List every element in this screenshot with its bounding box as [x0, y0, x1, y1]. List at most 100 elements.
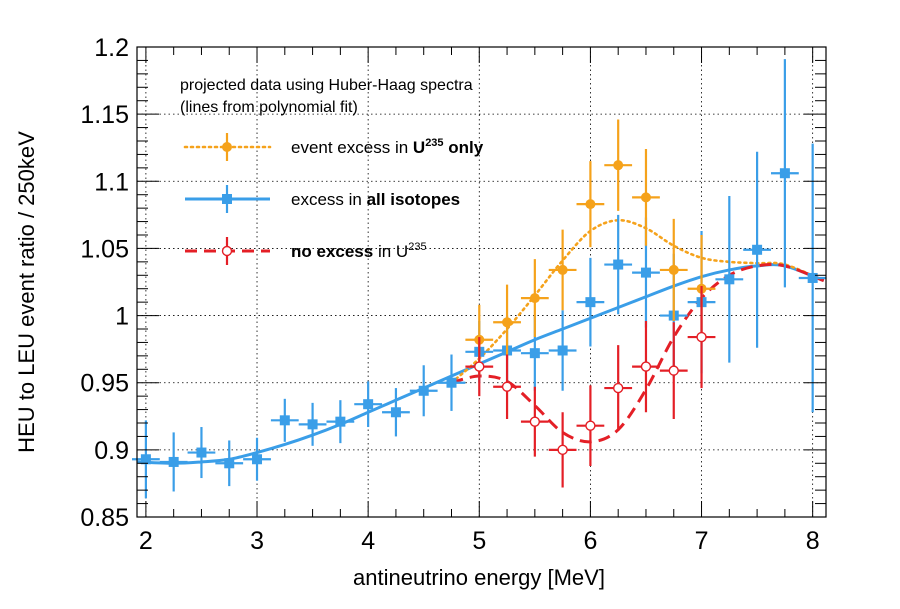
data-point — [659, 322, 688, 419]
y-tick-label: 1.2 — [94, 34, 129, 62]
y-tick-label: 1.05 — [80, 235, 129, 263]
data-point — [187, 427, 216, 479]
data-point — [215, 440, 244, 487]
marker-square — [363, 399, 374, 410]
x-tick-label: 6 — [583, 527, 597, 555]
data-point — [548, 229, 577, 311]
marker-square — [640, 267, 651, 278]
legend-header-line2: (lines from polynomial fit) — [180, 99, 358, 116]
x-tick-label: 5 — [472, 527, 486, 555]
data-points — [131, 59, 827, 499]
legend-label: excess in all isotopes — [291, 190, 460, 209]
x-tick-label: 3 — [250, 527, 264, 555]
y-tick-label: 1.15 — [80, 101, 129, 129]
data-point — [409, 365, 438, 417]
y-tick-label: 1 — [115, 303, 129, 331]
marker-square — [390, 407, 401, 418]
marker-square — [807, 272, 818, 283]
marker-square — [224, 458, 235, 469]
marker-open-circle — [501, 381, 513, 392]
marker-square — [557, 345, 568, 356]
marker-square — [779, 168, 790, 179]
marker-square — [335, 416, 346, 427]
marker-open-circle — [640, 361, 652, 372]
x-axis-label: antineutrino energy [MeV] — [353, 565, 605, 590]
data-point — [465, 337, 494, 397]
marker-open-circle — [696, 331, 707, 343]
marker-square — [252, 454, 263, 465]
data-point — [270, 398, 299, 442]
legend-label: event excess in U235 only — [291, 137, 484, 157]
marker-open-circle — [668, 365, 679, 376]
data-point — [770, 59, 799, 288]
y-tick-label: 0.9 — [94, 437, 129, 465]
marker-square — [446, 377, 457, 388]
marker-square — [529, 348, 540, 359]
plot-frame — [136, 46, 827, 518]
data-point — [743, 151, 771, 348]
legend-superscript: 235 — [408, 241, 426, 253]
data-point — [159, 432, 188, 492]
data-point — [687, 286, 716, 389]
marker-open-circle — [612, 382, 624, 394]
data-point — [354, 381, 383, 428]
marker-circle — [585, 199, 596, 210]
legend-text-bold: only — [444, 138, 484, 157]
data-point — [326, 400, 355, 444]
data-point — [493, 284, 521, 360]
data-point — [659, 218, 688, 321]
marker-square — [140, 454, 151, 465]
marker-square — [222, 194, 232, 204]
data-point — [520, 386, 549, 457]
data-point — [243, 437, 271, 481]
legend-item: event excess in U235 only — [183, 133, 484, 161]
marker-open-circle — [585, 420, 596, 431]
legend-header-line1: projected data using Huber-Haag spectra — [180, 77, 473, 94]
legend-label: no excess in U235 — [291, 241, 427, 261]
marker-circle — [222, 142, 232, 152]
legend-item: no excess in U235 — [185, 237, 427, 265]
legend-text: in U — [373, 242, 408, 261]
legend-text-bold: U — [413, 138, 425, 157]
marker-open-circle — [557, 444, 568, 456]
marker-circle — [557, 264, 568, 275]
marker-open-circle — [221, 245, 233, 257]
data-point — [437, 354, 466, 411]
y-tick-label: 1.1 — [94, 168, 129, 196]
x-tick-label: 8 — [806, 527, 820, 555]
legend-item: excess in all isotopes — [185, 185, 460, 213]
legend-items: event excess in U235 only excess in all i… — [183, 133, 484, 265]
legend-superscript: 235 — [425, 137, 443, 149]
data-point — [520, 259, 549, 338]
data-point — [548, 310, 577, 391]
marker-square — [196, 447, 207, 458]
legend-text-bold: no excess — [291, 242, 373, 261]
marker-square — [613, 259, 624, 270]
axis-ticks — [137, 46, 826, 518]
marker-square — [752, 244, 763, 255]
data-point — [548, 412, 577, 488]
marker-circle — [640, 192, 651, 203]
data-point — [632, 320, 660, 413]
tick-labels: 2 3 4 5 6 7 8 0.85 0.9 0.95 1 1.05 1.1 1.15 1.2 — [80, 34, 819, 555]
data-point — [604, 214, 633, 315]
data-point — [604, 345, 633, 432]
y-tick-label: 0.85 — [80, 504, 129, 532]
x-tick-label: 2 — [139, 527, 153, 555]
data-point — [298, 402, 327, 446]
legend-text-bold: all isotopes — [367, 190, 461, 209]
data-point — [715, 196, 744, 363]
marker-circle — [668, 264, 679, 275]
data-point — [632, 149, 660, 246]
data-point — [493, 354, 521, 419]
legend: projected data using Huber-Haag spectra … — [180, 77, 484, 265]
data-point — [382, 388, 410, 437]
data-point — [576, 161, 605, 248]
marker-square — [279, 415, 290, 426]
marker-open-circle — [474, 361, 485, 372]
y-axis-label: HEU to LEU event ratio / 250keV — [14, 131, 39, 453]
marker-square — [585, 297, 596, 308]
marker-square — [418, 385, 429, 396]
